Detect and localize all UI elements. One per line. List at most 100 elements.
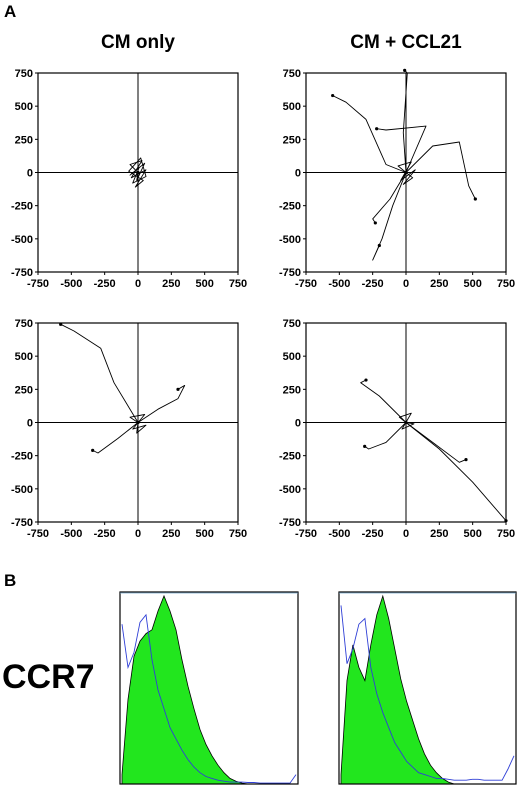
column-title-cm-only: CM only [101,32,175,53]
track-endpoint [403,68,407,72]
tracks-plot-cm-only-top: -750 -500 -250 0 250 500 750 750 500 250 0 -250 -500… [11,68,247,290]
y-tick-label: -750 [11,517,33,529]
y-tick-label: 500 [15,351,33,363]
cell-track [376,125,427,173]
y-tick-label: 250 [15,134,33,146]
x-tick-label: -250 [362,528,384,540]
cell-track [405,422,467,463]
x-tick-label: 750 [229,528,247,540]
y-tick-label: -500 [11,484,33,496]
track-endpoint [504,519,508,523]
tracks-plot-ccl21-bottom: -750 -500 -250 0 250 500 750 750 500 250 0 -250 -500… [279,318,515,540]
y-tick-label: -250 [11,451,33,463]
x-tick-label: 0 [403,528,409,540]
y-tick-label: 500 [283,101,301,113]
panel-label-b: B [4,571,16,590]
cell-track [92,422,139,454]
x-tick-label: 0 [135,528,141,540]
track-endpoint [363,444,367,448]
x-tick-label: 750 [229,278,247,290]
track-endpoint [364,378,368,382]
cell-track [360,379,407,423]
panel-label-a: A [4,2,16,21]
track-endpoint [377,243,381,248]
cell-track [402,69,408,173]
histogram-frame [338,591,517,785]
x-tick-label: -500 [328,278,350,290]
cell-track [129,414,147,434]
tracks-plot-cm-only-bottom: -750 -500 -250 0 250 500 750 750 500 250 0 -250 -500… [11,318,247,540]
cell-track [60,323,139,423]
control-histogram-line [340,605,515,781]
ccr7-histogram-left [119,591,299,785]
cell-track [332,95,407,173]
y-tick-label: 750 [15,318,33,330]
cell-track [405,422,507,521]
track-endpoint [373,221,377,225]
x-tick-label: 250 [430,528,448,540]
y-tick-label: 500 [15,101,33,113]
cell-track [405,141,476,200]
x-tick-label: 0 [135,278,141,290]
track-endpoint [59,322,63,326]
x-tick-label: 500 [463,278,481,290]
x-tick-label: 750 [497,278,515,290]
y-tick-label: 250 [15,384,33,396]
cell-track [372,172,407,224]
x-tick-label: -500 [60,528,82,540]
tracks-plot-ccl21-top: -750 -500 -250 0 250 500 750 750 500 250 0 -250 -500… [279,68,515,290]
y-tick-label: -750 [11,267,33,279]
x-tick-label: -750 [27,528,49,540]
cell-track [372,172,407,261]
y-tick-label: -750 [279,267,301,279]
track-endpoint [473,197,477,201]
x-tick-label: 250 [162,278,180,290]
cell-track [397,161,416,185]
y-tick-label: 0 [295,418,301,430]
x-tick-label: 500 [195,528,213,540]
column-title-cm-ccl21: CM + CCL21 [350,32,462,53]
y-tick-label: 750 [283,68,301,80]
x-tick-label: 0 [403,278,409,290]
y-tick-label: -250 [11,201,33,213]
cell-track [137,384,186,423]
track-endpoint [404,420,408,425]
y-tick-label: 500 [283,351,301,363]
marker-label-ccr7: CCR7 [2,658,95,696]
y-tick-label: 750 [283,318,301,330]
track-endpoint [331,93,335,98]
track-endpoint [375,127,379,131]
y-tick-label: -750 [279,517,301,529]
x-tick-label: -250 [94,528,116,540]
y-tick-label: 250 [283,134,301,146]
x-tick-label: -500 [328,528,350,540]
y-tick-label: 250 [283,384,301,396]
x-tick-label: -250 [94,278,116,290]
x-tick-label: 250 [162,528,180,540]
ccr7-histogram-right [338,591,517,785]
x-tick-label: 750 [497,528,515,540]
track-endpoint [91,448,95,452]
y-tick-label: 0 [27,418,33,430]
track-endpoint [136,170,140,175]
histogram-frame [119,591,299,785]
track-endpoint [176,387,180,391]
track-endpoint [136,420,140,425]
cell-track [364,422,407,450]
y-tick-label: -250 [279,451,301,463]
x-tick-label: -750 [295,278,317,290]
y-tick-label: -500 [279,484,301,496]
x-tick-label: -750 [27,278,49,290]
y-tick-label: 0 [27,168,33,180]
cell-track [128,157,147,188]
x-tick-label: -750 [295,528,317,540]
y-tick-label: -500 [279,234,301,246]
y-tick-label: 0 [295,168,301,180]
ccr7-stain-area [340,594,514,785]
x-tick-label: 500 [195,278,213,290]
x-tick-label: 250 [430,278,448,290]
track-endpoint [404,170,408,175]
x-tick-label: -250 [362,278,384,290]
y-tick-label: 750 [15,68,33,80]
